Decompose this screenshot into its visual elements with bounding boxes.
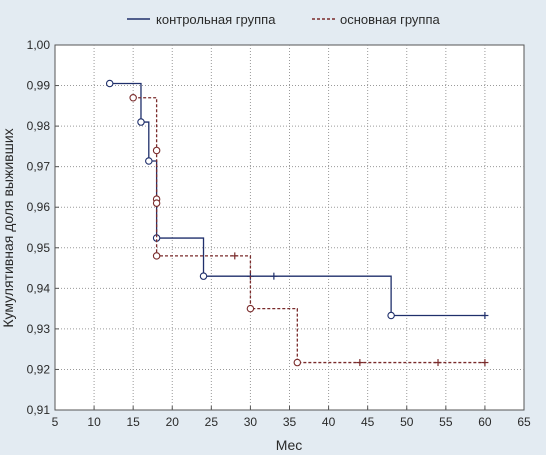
legend-label-main: основная группа — [340, 12, 441, 27]
event-marker-control — [145, 157, 153, 165]
y-tick-label: 0,91 — [27, 403, 51, 417]
legend: контрольная группа основная группа — [127, 12, 441, 27]
x-tick-label: 50 — [400, 415, 414, 429]
x-tick-label: 5 — [52, 415, 59, 429]
x-tick-label: 60 — [478, 415, 492, 429]
event-marker-control — [199, 272, 208, 280]
censored-marker-main — [356, 359, 364, 367]
y-tick-label: 0,95 — [27, 241, 51, 255]
event-marker-main — [129, 93, 137, 102]
event-marker-main — [246, 304, 255, 313]
legend-label-control: контрольная группа — [156, 12, 276, 27]
censored-marker-control — [481, 312, 489, 320]
x-tick-label: 25 — [205, 415, 219, 429]
x-tick-label: 45 — [361, 415, 375, 429]
event-marker-control — [387, 311, 395, 320]
event-marker-main — [152, 199, 161, 207]
x-tick-label: 15 — [126, 415, 140, 429]
y-tick-label: 0,98 — [27, 119, 51, 133]
x-tick-label: 20 — [166, 415, 180, 429]
series-line-main — [133, 97, 485, 364]
y-tick-label: 0,97 — [27, 160, 51, 174]
censored-marker-main — [231, 252, 239, 260]
y-tick-label: 0,99 — [27, 79, 51, 93]
event-marker-main — [152, 146, 161, 155]
event-marker-control — [105, 79, 114, 88]
x-tick-label: 40 — [322, 415, 336, 429]
series-layer — [105, 79, 489, 367]
grid — [54, 44, 525, 411]
y-tick-label: 0,92 — [27, 362, 51, 376]
censored-marker-control — [270, 272, 278, 280]
y-tick-label: 0,96 — [27, 200, 51, 214]
x-tick-label: 65 — [517, 415, 531, 429]
censored-marker-main — [434, 359, 442, 367]
censored-marker-main — [481, 359, 489, 367]
x-axis-title: Мес — [276, 437, 303, 453]
event-marker-control — [137, 118, 145, 126]
x-tick-label: 35 — [283, 415, 297, 429]
x-tick-label: 55 — [439, 415, 453, 429]
y-tick-label: 0,93 — [27, 322, 51, 336]
x-tick-label: 30 — [244, 415, 258, 429]
y-tick-label: 1,00 — [27, 38, 51, 52]
x-tick-label: 10 — [87, 415, 101, 429]
event-marker-main — [152, 252, 161, 260]
tick-labels: 5 10 15 20 25 30 35 40 45 50 55 60 65 0,91 0,92 0,93 0,9… — [27, 38, 531, 429]
y-tick-label: 0,94 — [27, 281, 51, 295]
event-marker-main — [293, 358, 302, 367]
y-axis-title: Кумулятивная доля выживших — [0, 128, 16, 327]
